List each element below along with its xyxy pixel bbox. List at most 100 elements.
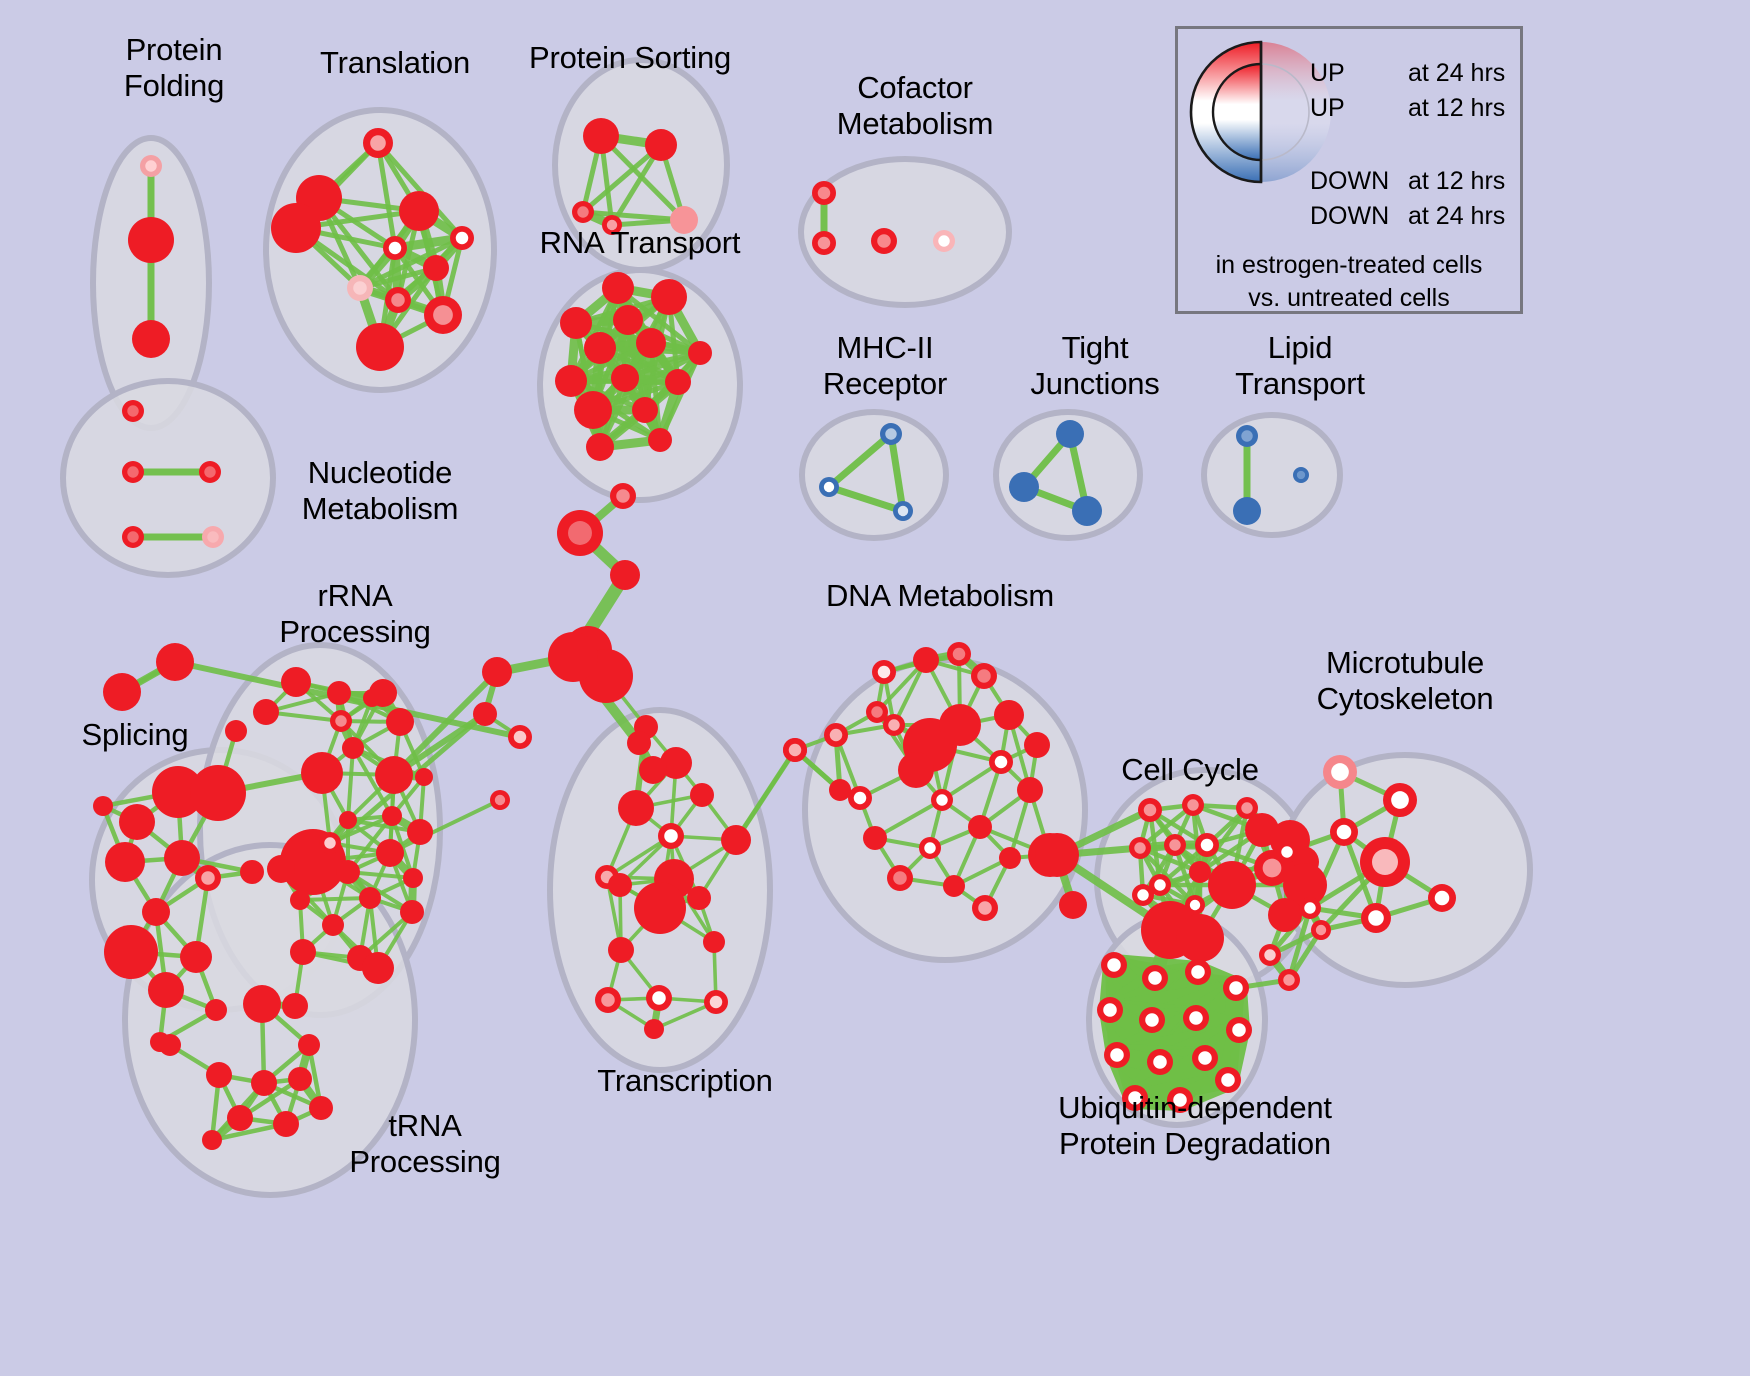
network-node — [1283, 863, 1327, 907]
cluster-label-nucleotide-metabolism: Nucleotide Metabolism — [301, 455, 459, 526]
network-node-core — [1169, 839, 1181, 851]
network-node — [613, 305, 643, 335]
network-node — [688, 341, 712, 365]
legend-dir-2: DOWN — [1310, 167, 1390, 195]
network-node — [103, 673, 141, 711]
legend-disc-icon — [1189, 40, 1331, 184]
network-node-core — [817, 236, 831, 250]
network-node-core — [1191, 965, 1205, 979]
network-node — [632, 397, 658, 423]
network-node — [399, 191, 439, 231]
network-node — [687, 886, 711, 910]
network-node — [206, 1062, 232, 1088]
network-node — [583, 118, 619, 154]
network-node-core — [893, 871, 907, 885]
network-node-core — [1154, 879, 1166, 891]
network-node — [290, 890, 310, 910]
network-node-core — [388, 241, 402, 255]
network-node — [359, 887, 381, 909]
cluster-ellipse-cofactor-metabolism — [798, 156, 1012, 308]
network-node-core — [853, 791, 867, 805]
network-node — [240, 860, 264, 884]
network-node-core — [324, 837, 336, 849]
network-node-core — [978, 901, 992, 915]
network-node-core — [1107, 958, 1121, 972]
cluster-label-cell-cycle: Cell Cycle — [1121, 752, 1259, 787]
network-node — [1233, 497, 1261, 525]
network-node-core — [370, 135, 386, 151]
network-node — [288, 1067, 312, 1091]
network-node — [290, 939, 316, 965]
legend-box: UP at 24 hrs UP at 12 hrs DOWN at 12 hrs… — [1175, 26, 1523, 314]
cluster-label-dna-metabolism: DNA Metabolism — [825, 578, 1055, 613]
network-node-core — [391, 293, 405, 307]
network-node — [690, 783, 714, 807]
network-node — [610, 560, 640, 590]
network-node-core — [353, 281, 367, 295]
network-node-core — [601, 993, 615, 1007]
legend-footer-line2: vs. untreated cells — [1248, 284, 1450, 312]
network-node — [271, 203, 321, 253]
network-node-core — [897, 505, 909, 517]
cluster-label-rna-transport: RNA Transport — [539, 225, 741, 260]
network-node — [375, 756, 413, 794]
cluster-label-lipid-transport: Lipid Transport — [1235, 330, 1365, 401]
network-node — [423, 255, 449, 281]
network-node-core — [885, 428, 897, 440]
network-nodes — [93, 118, 1456, 1150]
network-node — [555, 365, 587, 397]
cluster-label-splicing: Splicing — [81, 717, 189, 752]
network-edge — [346, 746, 355, 822]
network-edge — [388, 798, 502, 855]
network-node-core — [1134, 842, 1146, 854]
network-node — [939, 704, 981, 746]
network-node-core — [936, 794, 948, 806]
network-node — [618, 790, 654, 826]
network-node — [281, 667, 311, 697]
cluster-label-tight-junctions: Tight Junctions — [1030, 330, 1160, 401]
network-node — [634, 882, 686, 934]
network-node — [548, 632, 598, 682]
network-node — [152, 766, 204, 818]
network-node-core — [1262, 858, 1282, 878]
network-node — [128, 217, 174, 263]
cluster-ellipse-tight-junctions — [993, 409, 1143, 541]
network-node-core — [817, 186, 831, 200]
network-node — [327, 681, 351, 705]
network-node — [142, 898, 170, 926]
cluster-label-cofactor-metabolism: Cofactor Metabolism — [836, 70, 994, 141]
legend-dir-0: UP — [1310, 59, 1345, 87]
network-node — [660, 747, 692, 779]
network-node-core — [1304, 902, 1316, 914]
network-node-core — [877, 665, 891, 679]
cluster-ellipse-lipid-transport — [1201, 412, 1343, 538]
network-node — [363, 689, 381, 707]
network-node-core — [952, 647, 966, 661]
network-node — [180, 941, 212, 973]
network-node-core — [829, 728, 843, 742]
network-edge — [825, 483, 907, 515]
network-node — [267, 855, 295, 883]
network-node-core — [606, 219, 618, 231]
network-node — [282, 993, 308, 1019]
network-node-core — [788, 743, 802, 757]
network-edge — [1137, 802, 1196, 851]
network-node — [205, 999, 227, 1021]
network-node — [415, 768, 433, 786]
network-node-core — [1336, 824, 1352, 840]
network-node-core — [433, 305, 453, 325]
network-node — [602, 272, 634, 304]
legend-time-3: at 24 hrs — [1408, 202, 1506, 230]
network-node — [636, 328, 666, 358]
network-node — [225, 720, 247, 742]
network-node — [243, 985, 281, 1023]
legend-dir-3: DOWN — [1310, 202, 1390, 230]
network-node-core — [201, 871, 215, 885]
network-node-core — [994, 755, 1008, 769]
network-node — [829, 779, 851, 801]
legend-dir-1: UP — [1310, 94, 1345, 122]
network-node — [298, 1034, 320, 1056]
legend-time-0: at 24 hrs — [1408, 59, 1506, 87]
network-node-core — [335, 715, 347, 727]
